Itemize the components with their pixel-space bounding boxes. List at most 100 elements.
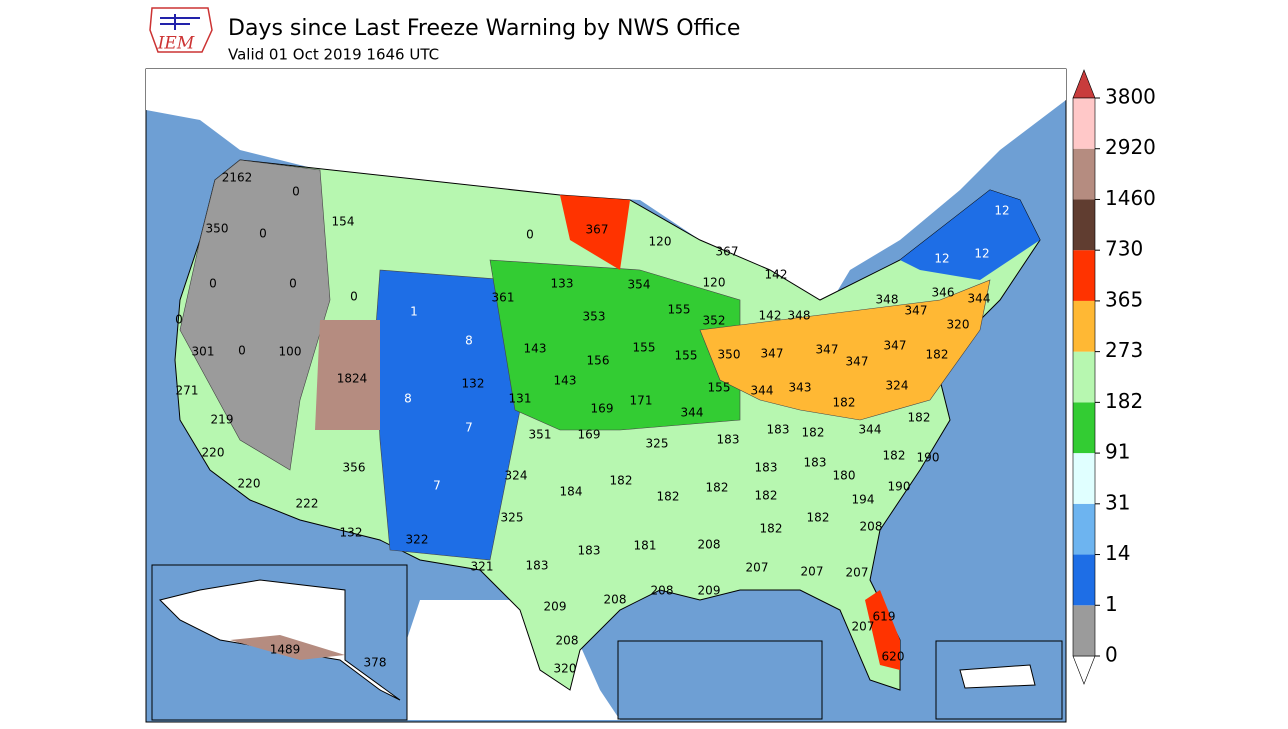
office-label: 180 xyxy=(833,469,856,483)
office-label: 154 xyxy=(332,215,355,229)
office-label: 350 xyxy=(718,348,741,362)
office-label: 348 xyxy=(788,309,811,323)
colorbar-label: 1460 xyxy=(1105,186,1156,210)
colorbar-label: 1 xyxy=(1105,592,1118,616)
office-label: 171 xyxy=(630,394,653,408)
colorbar-frame xyxy=(1072,97,1096,657)
office-label: 183 xyxy=(755,461,778,475)
office-label: 1489 xyxy=(270,643,301,657)
map xyxy=(145,68,1067,723)
office-label: 0 xyxy=(238,344,246,358)
office-label: 619 xyxy=(873,610,896,624)
office-label: 182 xyxy=(610,474,633,488)
office-label: 320 xyxy=(554,662,577,676)
office-label: 356 xyxy=(343,461,366,475)
office-label: 183 xyxy=(767,423,790,437)
office-label: 0 xyxy=(175,313,183,327)
office-label: 182 xyxy=(706,481,729,495)
office-label: 209 xyxy=(544,600,567,614)
office-label: 182 xyxy=(802,426,825,440)
office-label: 2162 xyxy=(222,171,253,185)
office-label: 344 xyxy=(859,423,882,437)
office-label: 320 xyxy=(947,318,970,332)
office-label: 219 xyxy=(211,413,234,427)
office-label: 8 xyxy=(465,334,473,348)
colorbar-under xyxy=(1072,655,1096,685)
office-label: 182 xyxy=(883,449,906,463)
office-label: 208 xyxy=(651,584,674,598)
office-label: 208 xyxy=(604,593,627,607)
colorbar-segment xyxy=(1073,98,1095,149)
office-label: 208 xyxy=(860,520,883,534)
office-label: 155 xyxy=(675,349,698,363)
office-label: 344 xyxy=(968,292,991,306)
office-label: 0 xyxy=(259,227,267,241)
office-label: 324 xyxy=(505,469,528,483)
office-label: 0 xyxy=(289,277,297,291)
office-label: 208 xyxy=(698,538,721,552)
office-label: 220 xyxy=(202,446,225,460)
office-label: 0 xyxy=(292,185,300,199)
office-label: 182 xyxy=(755,489,778,503)
office-label: 142 xyxy=(765,268,788,282)
office-label: 132 xyxy=(462,377,485,391)
office-label: 343 xyxy=(789,381,812,395)
colorbar: 0 1 14 31 91 182 273 365 730 1460 2920 3800 xyxy=(1072,69,1156,685)
office-label: 346 xyxy=(932,286,955,300)
office-label: 183 xyxy=(526,559,549,573)
office-label: 361 xyxy=(492,291,515,305)
office-label: 143 xyxy=(524,342,547,356)
logo: IEM xyxy=(149,7,213,54)
office-label: 207 xyxy=(746,561,769,575)
office-label: 324 xyxy=(886,379,909,393)
office-label: 155 xyxy=(708,381,731,395)
office-label: 7 xyxy=(465,421,473,435)
office-label: 183 xyxy=(717,433,740,447)
office-label: 0 xyxy=(350,290,358,304)
title: Days since Last Freeze Warning by NWS Of… xyxy=(228,16,740,41)
office-label: 194 xyxy=(852,493,875,507)
office-label: 347 xyxy=(846,355,869,369)
office-label: 0 xyxy=(526,228,534,242)
office-label: 222 xyxy=(296,497,319,511)
colorbar-label: 3800 xyxy=(1105,85,1156,109)
office-label: 169 xyxy=(591,402,614,416)
colorbar-segment xyxy=(1073,554,1095,606)
office-label: 207 xyxy=(846,566,869,580)
office-label: 325 xyxy=(501,511,524,525)
office-label: 181 xyxy=(634,539,657,553)
office-label: 155 xyxy=(633,341,656,355)
office-label: 322 xyxy=(406,533,429,547)
office-label: 0 xyxy=(209,277,217,291)
office-label: 351 xyxy=(529,428,552,442)
office-label: 321 xyxy=(471,560,494,574)
office-label: 142 xyxy=(759,309,782,323)
office-label: 12 xyxy=(934,252,949,266)
office-label: 8 xyxy=(404,392,412,406)
colorbar-label: 14 xyxy=(1105,541,1130,565)
office-label: 183 xyxy=(804,456,827,470)
office-label: 182 xyxy=(908,411,931,425)
office-label: 347 xyxy=(816,343,839,357)
office-label: 354 xyxy=(628,278,651,292)
colorbar-label: 0 xyxy=(1105,643,1118,667)
colorbar-segment xyxy=(1073,453,1095,504)
colorbar-label: 31 xyxy=(1105,490,1130,514)
office-label: 182 xyxy=(926,348,949,362)
office-label: 155 xyxy=(668,303,691,317)
office-label: 132 xyxy=(340,526,363,540)
office-label: 12 xyxy=(974,247,989,261)
office-label: 207 xyxy=(801,565,824,579)
office-label: 1 xyxy=(410,305,418,319)
office-label: 100 xyxy=(279,345,302,359)
office-label: 156 xyxy=(587,354,610,368)
office-label: 220 xyxy=(238,477,261,491)
office-label: 378 xyxy=(364,656,387,670)
colorbar-segment xyxy=(1073,300,1095,352)
colorbar-segment xyxy=(1073,503,1095,555)
office-label: 182 xyxy=(807,511,830,525)
office-label: 169 xyxy=(578,428,601,442)
office-label: 182 xyxy=(657,490,680,504)
